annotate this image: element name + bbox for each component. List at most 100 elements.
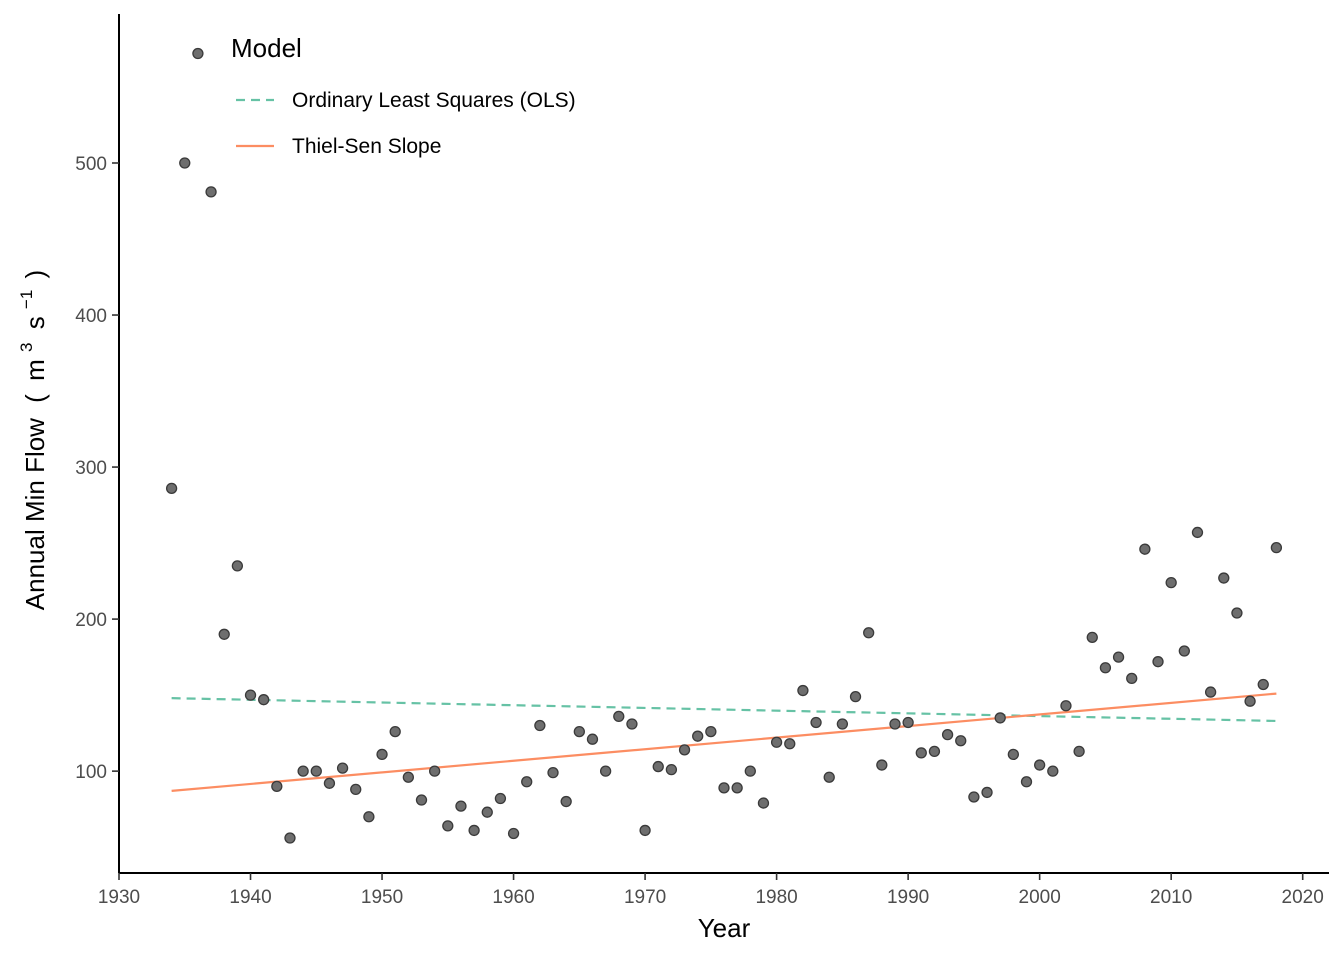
data-point [258, 694, 270, 706]
data-point [507, 827, 520, 840]
x-tick-label: 1960 [492, 887, 534, 908]
data-point [849, 690, 862, 703]
data-point [876, 759, 888, 771]
data-point [1178, 645, 1190, 657]
data-point [442, 820, 454, 832]
data-point [639, 824, 651, 837]
y-axis-title-text: Annual Min Flow [20, 418, 50, 610]
y-axis-title: Annual Min Flow ( m 3 s −1 ) [8, 270, 50, 610]
data-point [968, 791, 980, 803]
data-point [429, 765, 441, 777]
data-point [481, 806, 493, 818]
data-point [1257, 678, 1269, 691]
data-point [1073, 745, 1085, 758]
data-point [1231, 607, 1243, 619]
data-point [560, 795, 572, 808]
data-point [244, 689, 257, 701]
data-point [1112, 651, 1125, 663]
data-point [165, 482, 178, 495]
data-point [455, 800, 467, 812]
data-point [981, 786, 993, 799]
data-point [1139, 543, 1151, 555]
x-tick-label: 1970 [624, 887, 666, 908]
data-point [468, 824, 480, 837]
data-point [718, 782, 730, 794]
data-point [402, 771, 414, 783]
data-point [389, 725, 401, 738]
y-tick-label: 400 [75, 306, 107, 327]
data-point [941, 728, 954, 741]
data-point [284, 832, 296, 844]
data-point [784, 738, 796, 750]
data-point [863, 627, 875, 639]
data-point [613, 710, 625, 723]
y-axis-unit-sup-1: −1 [17, 290, 36, 309]
data-point [744, 765, 756, 777]
data-point [205, 186, 217, 198]
data-point [928, 745, 941, 758]
data-point [955, 735, 967, 747]
data-point [573, 725, 585, 738]
data-point [336, 762, 349, 774]
data-point [823, 771, 835, 783]
y-axis-unit-open: ( [20, 394, 50, 403]
data-point [1060, 700, 1072, 712]
data-point [1034, 759, 1046, 771]
data-point [231, 560, 244, 572]
data-point [836, 718, 849, 730]
x-axis-title: Year [698, 913, 751, 943]
data-point [179, 157, 191, 169]
y-tick-label: 100 [75, 762, 107, 783]
data-point [1204, 686, 1217, 698]
data-point [363, 811, 375, 823]
data-point [521, 776, 533, 788]
data-point [310, 765, 322, 777]
x-tick-label: 1950 [361, 887, 403, 908]
y-axis-unit-s: s [20, 316, 50, 329]
svg-text:Annual Min Flow (: Annual Min Flow ( m 3 s −1 ) [8, 270, 50, 610]
data-point [1165, 576, 1177, 589]
data-point [599, 765, 612, 777]
data-point [1270, 541, 1283, 554]
data-point [1099, 662, 1112, 674]
y-axis-ticks: 100 200 300 400 500 [75, 154, 119, 783]
ols-trend-line [171, 697, 1277, 723]
data-point [1218, 572, 1230, 584]
legend: Model Ordinary Least Squares (OLS) Thiel… [231, 33, 576, 158]
data-point [1007, 748, 1019, 761]
data-point [692, 730, 704, 742]
data-point [626, 718, 638, 730]
x-tick-label: 1930 [98, 887, 140, 908]
y-axis-unit-sup3: 3 [17, 343, 36, 352]
legend-title: Model [231, 33, 302, 63]
data-point [797, 684, 809, 697]
y-tick-label: 200 [75, 610, 107, 631]
data-point [915, 747, 927, 759]
x-tick-label: 2020 [1282, 887, 1324, 908]
x-tick-label: 2000 [1019, 887, 1061, 908]
x-tick-label: 1940 [229, 887, 271, 908]
data-point [586, 733, 599, 745]
data-point [678, 744, 691, 756]
data-point [731, 782, 743, 794]
data-point [297, 765, 309, 777]
data-point [665, 763, 678, 776]
data-point [994, 712, 1006, 724]
y-axis-unit-close: ) [20, 270, 50, 279]
data-point [757, 797, 770, 809]
x-tick-label: 1990 [887, 887, 929, 908]
data-point [889, 718, 901, 730]
thiel-sen-trend-line [171, 692, 1277, 792]
x-tick-label: 1980 [755, 887, 797, 908]
data-point [415, 794, 428, 806]
data-point [218, 628, 230, 640]
data-point [494, 792, 507, 805]
trend-lines [171, 692, 1277, 792]
data-point [1152, 656, 1164, 668]
data-point [376, 748, 388, 761]
data-point [902, 716, 914, 729]
data-point [534, 719, 546, 732]
y-tick-label: 500 [75, 154, 107, 175]
data-point [1126, 672, 1138, 685]
data-point [1086, 631, 1098, 643]
